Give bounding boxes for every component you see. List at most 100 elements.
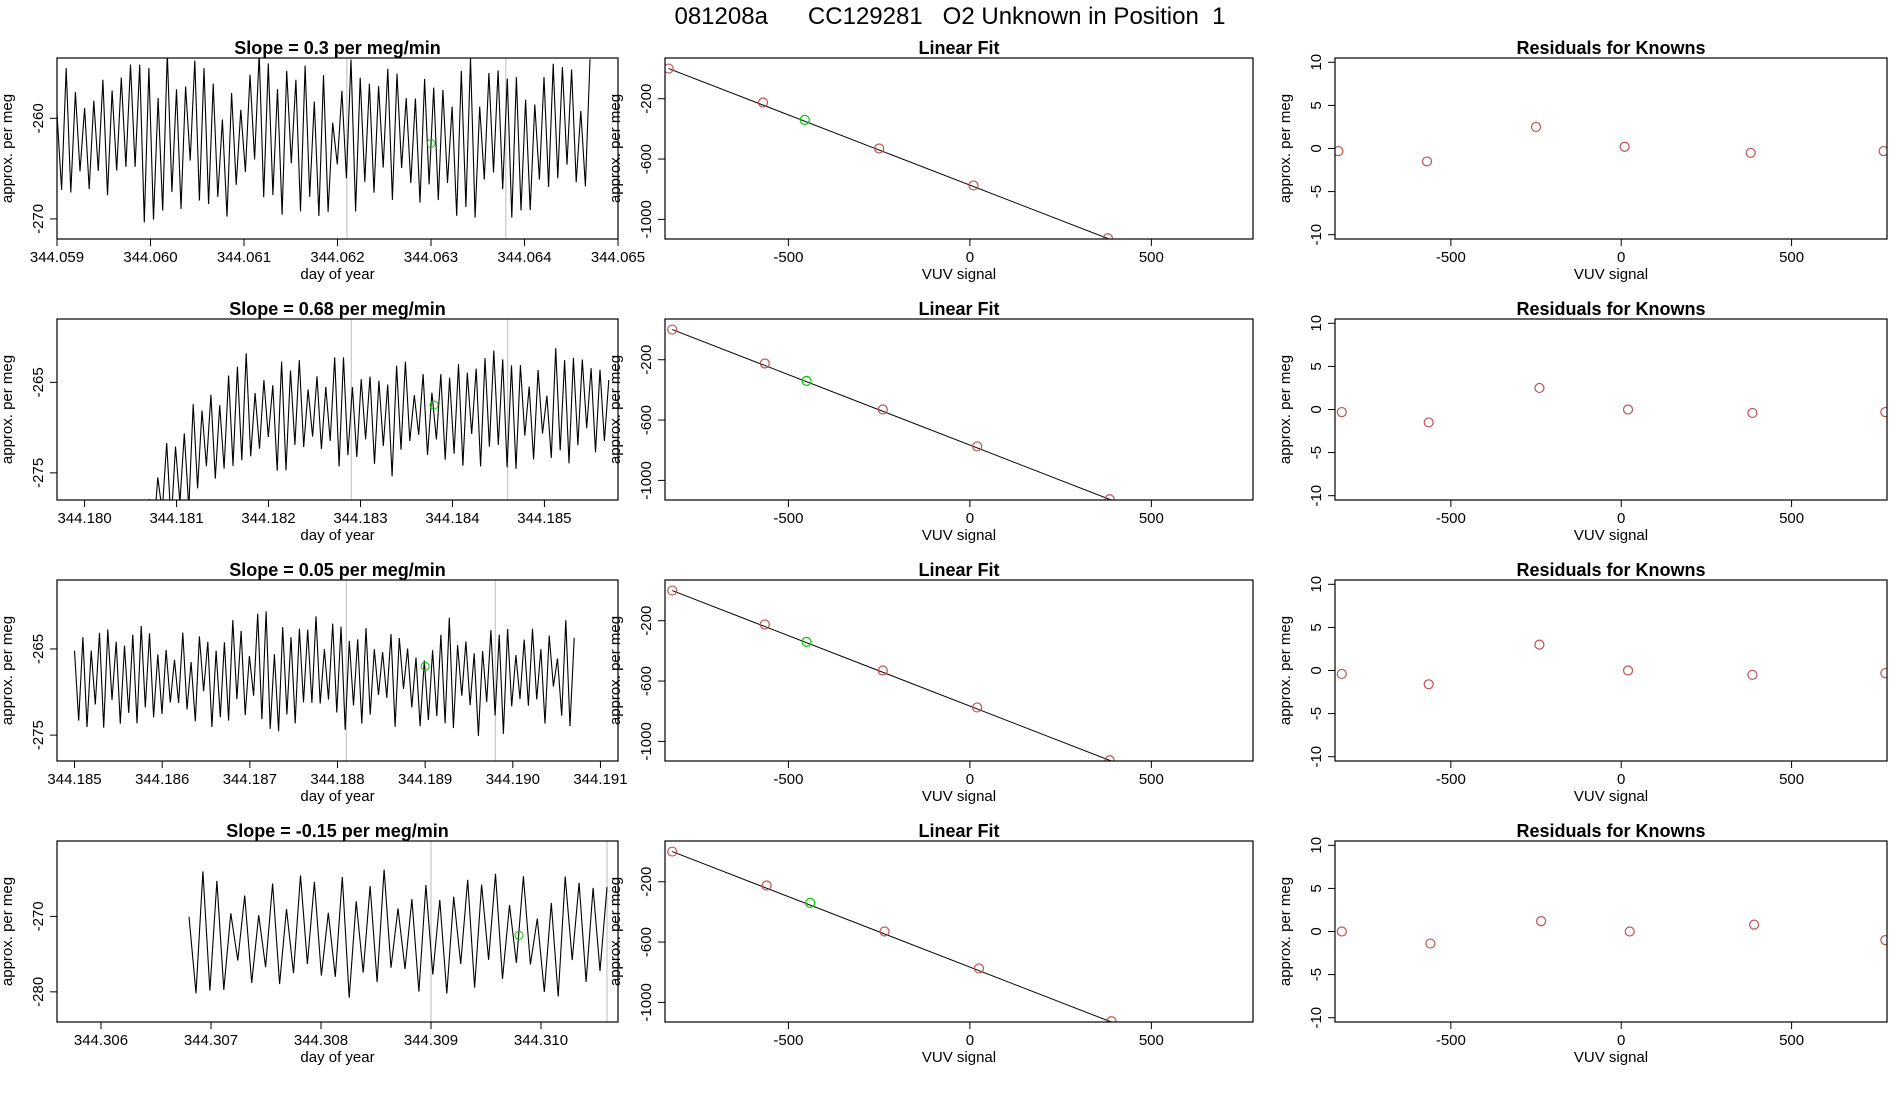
y-tick-label: -280 [30, 977, 47, 1007]
y-tick-label: 10 [1308, 54, 1325, 71]
plot-area [148, 319, 610, 500]
plot-area [1336, 916, 1887, 949]
known-point [1880, 667, 1887, 679]
fit-line [672, 851, 1113, 1022]
y-tick-label: -5 [1308, 446, 1325, 459]
chart-title: Linear Fit [918, 560, 999, 580]
plot-area [1336, 382, 1887, 428]
known-point [759, 358, 770, 369]
known-point [667, 846, 678, 857]
x-axis-label: day of year [300, 788, 374, 805]
y-axis-label: approx. per meg [607, 355, 624, 464]
y-tick-label: 0 [1308, 144, 1325, 152]
data-series-line [188, 869, 608, 998]
plot-frame [664, 840, 1254, 1023]
x-tick-label: 344.187 [223, 771, 277, 788]
chart-panel-1-timeseries: Slope = 0.3 per meg/min day of year approx… [0, 38, 645, 283]
known-point [1104, 755, 1115, 761]
x-tick-label: 344.184 [425, 510, 479, 527]
x-tick-label: 0 [966, 510, 974, 527]
y-axis-label: approx. per meg [1277, 616, 1294, 725]
y-tick-label: 5 [1308, 884, 1325, 892]
plot-frame [56, 57, 619, 240]
y-tick-label: -265 [30, 634, 47, 664]
chart-title: Linear Fit [918, 299, 999, 319]
known-point [1530, 121, 1542, 133]
y-tick-label: -600 [638, 927, 655, 957]
y-tick-label: 10 [1308, 837, 1325, 854]
plot-area [57, 58, 591, 239]
x-axis-label: VUV signal [922, 1049, 996, 1066]
x-tick-label: -500 [1436, 249, 1466, 266]
x-tick-label: 0 [1617, 249, 1625, 266]
chart-panel-2-timeseries: Slope = 0.68 per meg/min day of year appro… [0, 299, 619, 544]
y-tick-label: 0 [1308, 666, 1325, 674]
y-tick-label: -1000 [638, 983, 655, 1021]
chart-panel-1-fit: Linear Fit VUV signal approx. per meg -500 0… [607, 38, 1254, 283]
y-tick-label: 10 [1308, 315, 1325, 332]
x-tick-label: 0 [1617, 1032, 1625, 1049]
x-tick-label: 344.065 [591, 249, 645, 266]
x-axis-label: VUV signal [922, 266, 996, 283]
known-point [665, 63, 674, 74]
known-point [761, 880, 772, 891]
known-point [1622, 404, 1634, 415]
x-tick-label: 344.185 [47, 771, 101, 788]
page-title: 081208a CC129281 O2 Unknown in Position … [674, 3, 1226, 30]
known-point [1619, 141, 1630, 152]
x-tick-label: 344.182 [241, 510, 295, 527]
plot-frame [1334, 318, 1888, 501]
y-tick-label: -10 [1308, 485, 1325, 507]
x-tick-label: 0 [1617, 771, 1625, 788]
plot-frame [1334, 57, 1888, 240]
y-tick-label: -265 [30, 367, 47, 397]
y-tick-label: 5 [1308, 623, 1325, 631]
unknown-point [801, 375, 812, 386]
known-point [972, 441, 983, 452]
y-axis-label: approx. per meg [1277, 355, 1294, 464]
x-tick-label: 344.190 [486, 771, 540, 788]
plot-frame [664, 57, 1254, 240]
x-axis-label: day of year [300, 527, 374, 544]
y-tick-label: -10 [1308, 1007, 1325, 1029]
x-axis-label: VUV signal [1574, 266, 1648, 283]
plot-area [665, 63, 1113, 239]
y-tick-label: -270 [30, 901, 47, 931]
known-point [1880, 935, 1887, 946]
y-tick-label: -275 [30, 720, 47, 750]
x-tick-label: 344.063 [404, 249, 458, 266]
known-point [1106, 1016, 1117, 1022]
y-tick-label: -270 [30, 204, 47, 234]
x-tick-label: 344.307 [184, 1032, 238, 1049]
known-point [1624, 926, 1635, 937]
y-tick-label: -10 [1308, 224, 1325, 246]
unknown-point [514, 930, 524, 940]
x-tick-label: 344.064 [497, 249, 551, 266]
x-tick-label: -500 [773, 510, 803, 527]
y-axis-label: approx. per meg [0, 355, 16, 464]
x-tick-label: 344.061 [217, 249, 271, 266]
y-tick-label: -200 [638, 84, 655, 114]
known-point [1336, 406, 1347, 418]
chart-panel-2-residuals: Residuals for Knowns VUV signal approx. pe… [1277, 299, 1888, 544]
x-tick-label: -500 [1436, 510, 1466, 527]
plot-frame [1334, 579, 1888, 762]
y-axis-label: approx. per meg [607, 616, 624, 725]
chart-title: Residuals for Knowns [1516, 560, 1705, 580]
plot-frame [56, 579, 619, 762]
known-point [1102, 233, 1113, 239]
x-tick-label: 344.306 [74, 1032, 128, 1049]
y-tick-label: 5 [1308, 362, 1325, 370]
chart-title: Residuals for Knowns [1516, 299, 1705, 319]
x-tick-label: 0 [966, 1032, 974, 1049]
x-tick-label: 344.188 [310, 771, 364, 788]
fit-line [672, 329, 1113, 500]
x-tick-label: 344.185 [517, 510, 571, 527]
unknown-point [429, 400, 439, 410]
x-tick-label: 500 [1139, 249, 1164, 266]
x-tick-label: -500 [1436, 1032, 1466, 1049]
y-tick-label: -600 [638, 405, 655, 435]
plot-area [188, 841, 608, 1022]
x-tick-label: 344.060 [123, 249, 177, 266]
x-tick-label: 500 [1139, 1032, 1164, 1049]
